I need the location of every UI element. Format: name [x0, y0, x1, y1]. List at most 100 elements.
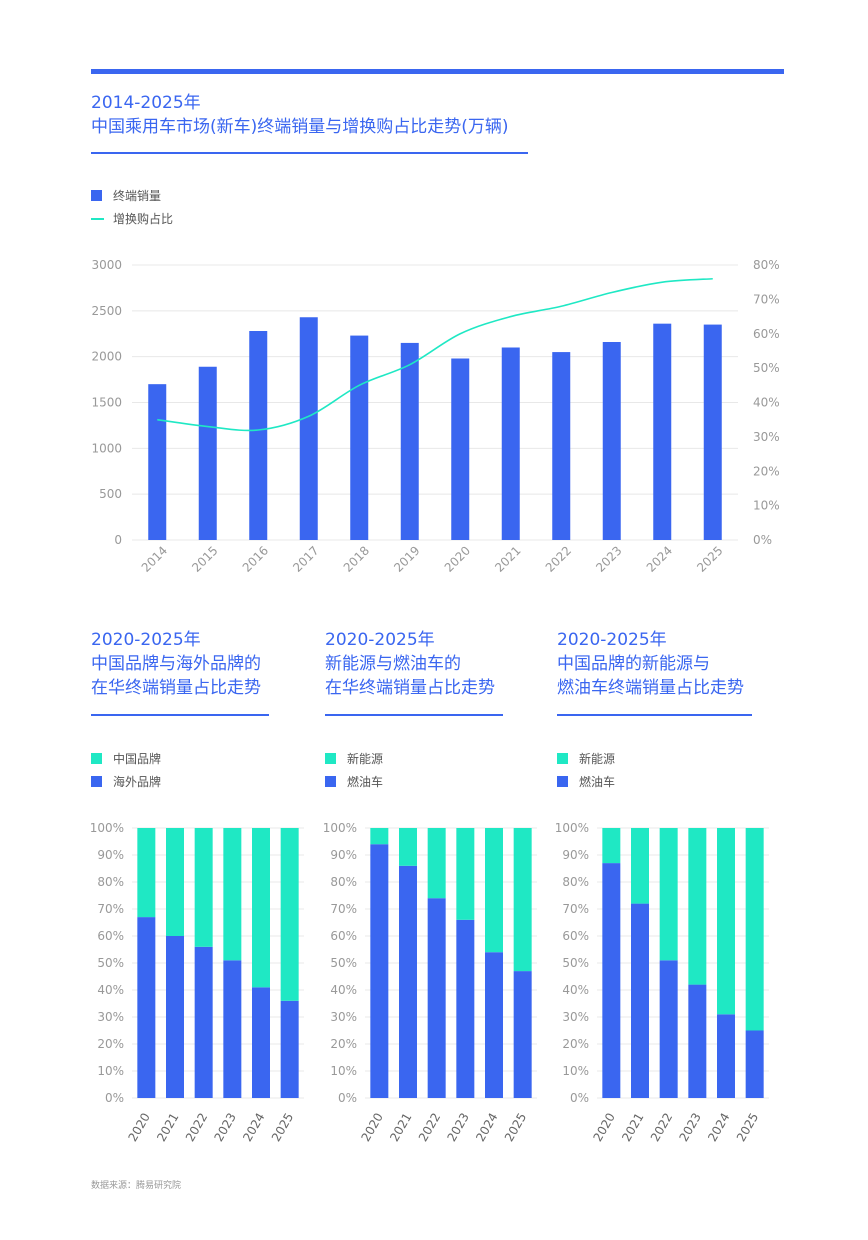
- y-tick-label: 80%: [562, 875, 589, 889]
- main-title-line2: 中国乘用车市场(新车)终端销量与增换购占比走势(万辆): [91, 117, 509, 137]
- blue-swatch-icon: [557, 776, 568, 787]
- sales-bar: [400, 342, 419, 540]
- stack-bar-bottom: [513, 971, 532, 1098]
- small-title-2-underline: [325, 714, 503, 716]
- y-tick-label: 30%: [330, 1010, 357, 1024]
- y-tick-label: 100%: [323, 821, 357, 835]
- stack-bar-top: [602, 828, 621, 864]
- stack-bar-bottom: [252, 987, 270, 1098]
- y-tick-label: 0%: [338, 1091, 357, 1105]
- sales-bar: [198, 366, 217, 540]
- legend-label-top: 中国品牌: [113, 752, 162, 766]
- small-title-2-line2: 新能源与燃油车的: [325, 654, 461, 674]
- y-tick-label: 80%: [330, 875, 357, 889]
- y-tick-label: 70%: [330, 902, 357, 916]
- y-tick-label: 0%: [570, 1091, 589, 1105]
- small-title-3-line2: 中国品牌的新能源与: [557, 654, 710, 674]
- x-tick-label: 2022: [183, 1111, 210, 1144]
- y-tick-label: 30%: [97, 1010, 124, 1024]
- legend-label-bottom: 燃油车: [347, 775, 384, 789]
- stack-bar-bottom: [659, 960, 678, 1098]
- small-legend-3: 新能源 燃油车: [557, 747, 615, 793]
- y-tick-label: 2000: [91, 350, 122, 364]
- stack-bar-top: [717, 828, 735, 1015]
- stack-bar-bottom: [399, 865, 417, 1098]
- teal-swatch-icon: [325, 753, 336, 764]
- x-tick-label: 2023: [593, 543, 624, 574]
- legend-label-replacement: 增换购占比: [113, 212, 174, 226]
- y2-tick-label: 70%: [753, 292, 780, 306]
- legend-item-top: 新能源: [325, 747, 383, 770]
- small-title-1-line1: 2020-2025年: [91, 630, 201, 650]
- y-tick-label: 70%: [97, 902, 124, 916]
- small-title-1-line2: 中国品牌与海外品牌的: [91, 654, 261, 674]
- x-tick-label: 2023: [445, 1111, 472, 1144]
- y-tick-label: 0%: [105, 1091, 124, 1105]
- y-tick-label: 10%: [97, 1064, 124, 1078]
- y-tick-label: 40%: [562, 983, 589, 997]
- stacked-chart-chinese-brand-energy: 0%10%20%30%40%50%60%70%80%90%100%2020 202…: [555, 821, 769, 1144]
- sales-bar: [501, 347, 520, 540]
- stack-bar-top: [513, 828, 532, 972]
- legend-item-bottom: 燃油车: [325, 770, 383, 793]
- stack-bar-top: [223, 828, 242, 961]
- sales-bar: [602, 342, 621, 540]
- stack-bar-bottom: [370, 844, 389, 1098]
- stack-bar-bottom: [194, 946, 213, 1098]
- stack-bar-top: [485, 828, 503, 953]
- y2-tick-label: 50%: [753, 361, 780, 375]
- blue-swatch-icon: [91, 776, 102, 787]
- sales-bar: [299, 317, 318, 540]
- y-tick-label: 20%: [562, 1037, 589, 1051]
- y-tick-label: 40%: [97, 983, 124, 997]
- small-title-3-line1: 2020-2025年: [557, 630, 667, 650]
- y-tick-label: 3000: [91, 258, 122, 272]
- legend-item-top: 新能源: [557, 747, 615, 770]
- stack-bar-top: [194, 828, 213, 947]
- x-tick-label: 2025: [694, 543, 725, 574]
- y-tick-label: 60%: [562, 929, 589, 943]
- stack-bar-top: [252, 828, 270, 988]
- x-tick-label: 2023: [212, 1111, 239, 1144]
- legend-label-top: 新能源: [579, 752, 616, 766]
- sales-bar: [653, 323, 672, 540]
- replacement-share-line: [157, 277, 713, 432]
- sales-bar: [148, 384, 167, 540]
- stack-bar-bottom: [485, 952, 503, 1098]
- main-combo-chart: 0 500 1000 1500 2000 2500 3000 0% 10% 20% 30% 40% 50…: [91, 258, 780, 575]
- stack-bar-bottom: [745, 1030, 764, 1098]
- x-tick-label: 2025: [734, 1111, 761, 1144]
- legend-label-sales: 终端销量: [113, 189, 162, 203]
- stack-bar-top: [427, 828, 446, 899]
- stack-bar-bottom: [223, 960, 242, 1098]
- stack-bar-top: [399, 828, 417, 866]
- stack-bar-top: [456, 828, 475, 920]
- legend-item-sales: 终端销量: [91, 184, 173, 207]
- stack-bar-top: [166, 828, 184, 936]
- y2-tick-label: 40%: [753, 396, 780, 410]
- stack-bar-bottom: [137, 917, 156, 1098]
- x-tick-label: 2020: [126, 1111, 153, 1144]
- x-tick-label: 2020: [359, 1111, 386, 1144]
- y-tick-label: 0: [114, 533, 122, 547]
- stacked-chart-energy-share: 0%10%20%30%40%50%60%70%80%90%100%2020 202…: [323, 821, 537, 1144]
- x-tick-label: 2024: [705, 1111, 732, 1144]
- y-tick-label: 40%: [330, 983, 357, 997]
- x-tick-label: 2016: [240, 543, 271, 574]
- y2-tick-label: 0%: [753, 533, 772, 547]
- y2-tick-label: 20%: [753, 464, 780, 478]
- y-tick-label: 90%: [330, 848, 357, 862]
- sales-bar: [552, 352, 571, 540]
- small-legend-1: 中国品牌 海外品牌: [91, 747, 161, 793]
- sales-bar: [350, 335, 369, 540]
- small-legend-2: 新能源 燃油车: [325, 747, 383, 793]
- x-tick-label: 2024: [240, 1111, 267, 1144]
- x-tick-label: 2014: [139, 543, 170, 574]
- y-tick-label: 2500: [91, 304, 122, 318]
- stack-bar-bottom: [456, 919, 475, 1098]
- legend-label-bottom: 海外品牌: [113, 775, 162, 789]
- x-tick-label: 2025: [269, 1111, 296, 1144]
- y-tick-label: 50%: [97, 956, 124, 970]
- main-chart-title: 2014-2025年 中国乘用车市场(新车)终端销量与增换购占比走势(万辆): [91, 91, 509, 139]
- x-tick-label: 2024: [644, 543, 675, 574]
